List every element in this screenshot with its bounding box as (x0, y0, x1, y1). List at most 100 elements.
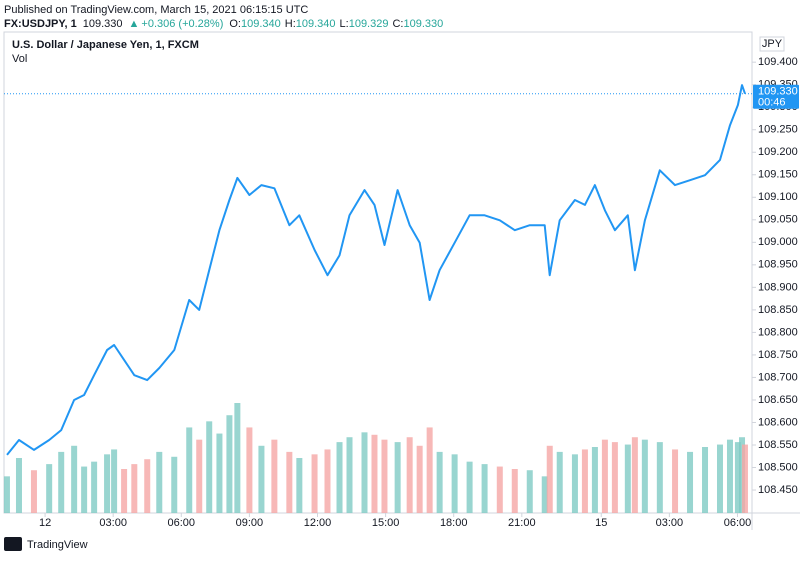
volume-bar (206, 421, 213, 513)
volume-bar (591, 447, 598, 513)
x-tick-label: 03:00 (656, 517, 684, 529)
volume-bar (511, 469, 518, 513)
y-tick-label: 108.550 (758, 439, 798, 451)
volume-bar (234, 403, 241, 513)
volume-bar (656, 442, 663, 513)
countdown: 00:46 (758, 97, 786, 109)
c-value: 109.330 (403, 18, 443, 30)
volume-bar (3, 476, 10, 513)
volume-bar (672, 449, 679, 513)
last-price-label: 109.330 (758, 86, 798, 98)
x-tick-label: 06:00 (724, 517, 752, 529)
x-tick-label: 03:00 (99, 517, 127, 529)
volume-bar (311, 454, 318, 513)
volume-bar (371, 434, 378, 513)
volume-bar (451, 454, 458, 513)
volume-bar (121, 469, 128, 513)
last-price-box (753, 84, 799, 109)
y-tick-label: 108.700 (758, 371, 798, 383)
volume-bar (641, 439, 648, 513)
x-tick-label: 21:00 (508, 517, 536, 529)
x-tick-label: 18:00 (440, 517, 468, 529)
volume-bar (394, 442, 401, 513)
volume-bar (546, 445, 553, 513)
symbol: FX:USDJPY, 1 (4, 18, 77, 30)
brand: TradingView (27, 539, 88, 551)
volume-bar (186, 427, 193, 513)
volume-bar (734, 442, 741, 513)
volume-bar (726, 439, 733, 513)
volume-bar (381, 439, 388, 513)
published: Published on TradingView.com, March 15, … (4, 4, 308, 16)
volume-bar (156, 451, 163, 513)
volume-bar (324, 449, 331, 513)
y-tick-label: 108.850 (758, 304, 798, 316)
l-key: L: (340, 18, 349, 30)
volume-bar (436, 451, 443, 513)
o-key: O: (229, 18, 241, 30)
y-tick-label: 108.500 (758, 461, 798, 473)
symbol-line: FX:USDJPY, 1 109.330 ▲ +0.306 (+0.28%) O:109… (4, 18, 443, 30)
volume-bar (144, 459, 151, 513)
volume-bar (296, 458, 303, 513)
y-tick-label: 109.200 (758, 146, 798, 158)
volume-bar (15, 458, 22, 513)
x-tick-label: 12:00 (304, 517, 332, 529)
logo (4, 537, 22, 551)
volume-bar (571, 454, 578, 513)
volume-bar (526, 470, 533, 513)
plot-frame (3, 31, 753, 514)
volume-bar (687, 451, 694, 513)
volume-bar (111, 449, 118, 513)
volume-bar (46, 464, 53, 513)
volume-bar (196, 439, 203, 513)
currency: JPY (762, 38, 783, 50)
y-tick-label: 108.650 (758, 394, 798, 406)
volume-bar (91, 461, 98, 513)
x-tick-label: 12 (39, 517, 51, 529)
y-tick-label: 108.750 (758, 349, 798, 361)
price-line (6, 84, 746, 456)
currency-box[interactable] (759, 36, 785, 52)
volume-bar (541, 476, 548, 513)
volume-bar (702, 447, 709, 513)
y-tick-label: 108.950 (758, 259, 798, 271)
volume-bar (466, 461, 473, 513)
h-value: 109.340 (296, 18, 336, 30)
volume-bar (258, 445, 265, 513)
y-tick-label: 109.050 (758, 214, 798, 226)
volume-bar (601, 439, 608, 513)
volume-bar (581, 449, 588, 513)
volume-bar (741, 444, 748, 513)
y-tick-label: 108.800 (758, 326, 798, 338)
volume-bar (336, 442, 343, 513)
volume-bar (496, 466, 503, 513)
volume-bar (131, 464, 138, 513)
change: +0.306 (+0.28%) (141, 18, 223, 30)
c-key: C: (392, 18, 403, 30)
volume-bar (286, 451, 293, 513)
volume-bar (556, 451, 563, 513)
volume-bar (624, 444, 631, 513)
volume-bar (104, 454, 111, 513)
y-tick-label: 109.000 (758, 236, 798, 248)
y-tick-label: 109.150 (758, 169, 798, 181)
y-tick-label: 109.250 (758, 124, 798, 136)
x-tick-label: 15 (595, 517, 607, 529)
x-tick-label: 15:00 (372, 517, 400, 529)
volume-bar (58, 451, 65, 513)
y-tick-label: 109.400 (758, 56, 798, 68)
chart-title: U.S. Dollar / Japanese Yen, 1, FXCM (12, 39, 199, 51)
volume-bar (361, 432, 368, 513)
volume-bar (346, 437, 353, 513)
y-tick-label: 108.900 (758, 281, 798, 293)
volume-bar (416, 445, 423, 513)
volume-bar (481, 464, 488, 513)
volume-bar (271, 439, 278, 513)
volume-bar (81, 466, 88, 513)
o-value: 109.340 (241, 18, 281, 30)
x-tick-label: 09:00 (236, 517, 264, 529)
volume-bar (30, 470, 37, 513)
y-tick-label: 108.600 (758, 416, 798, 428)
